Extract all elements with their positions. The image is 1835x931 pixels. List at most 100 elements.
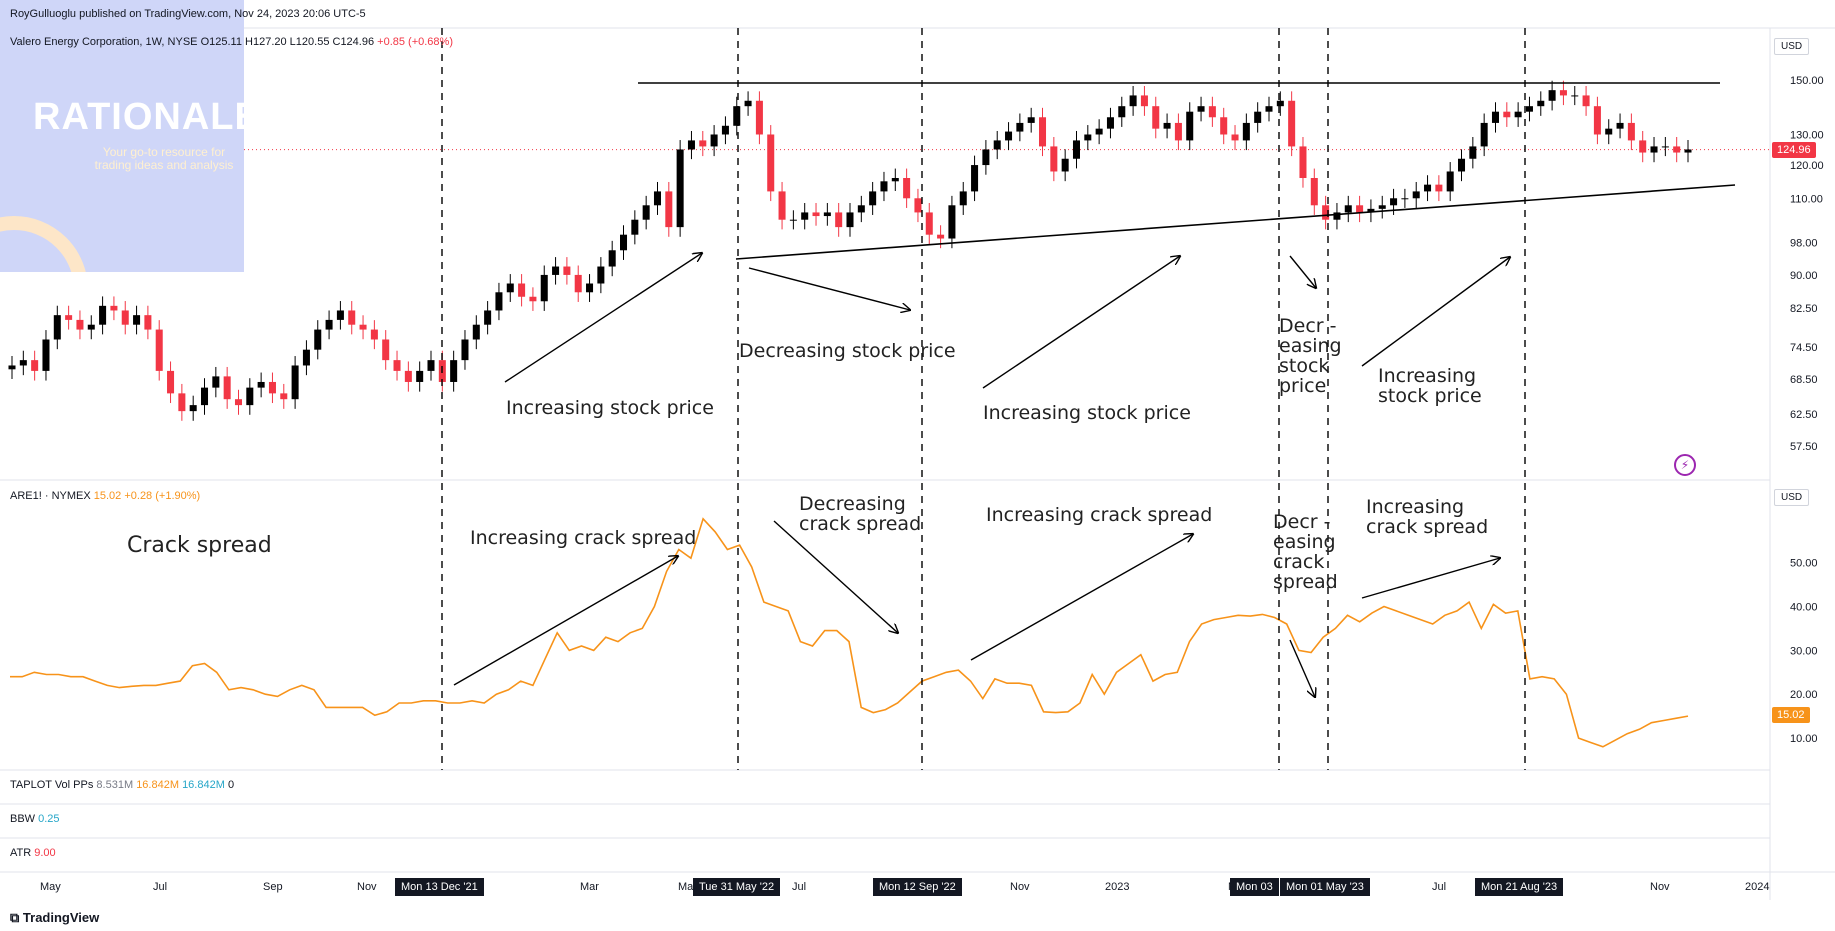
candle-body: [1593, 106, 1601, 135]
currency-button[interactable]: USD: [1774, 38, 1810, 55]
candle-body: [1491, 111, 1499, 123]
candle-body: [382, 339, 390, 361]
candle-body: [348, 310, 356, 325]
candle-body: [1299, 146, 1307, 179]
price-tick-label: 74.50: [1790, 342, 1818, 354]
candle-body: [1378, 205, 1386, 209]
candle-body: [87, 324, 95, 330]
date-marker: Mon 21 Aug '23: [1475, 878, 1564, 896]
candle-body: [1650, 146, 1658, 153]
candle-body: [1446, 171, 1454, 192]
candle-body: [1186, 111, 1194, 141]
candle-body: [1661, 146, 1669, 148]
candle-body: [699, 140, 707, 147]
candle-body: [1220, 117, 1228, 135]
taplot-v4: 0: [227, 779, 235, 791]
candle-body: [937, 234, 945, 239]
candle-body: [1390, 198, 1398, 206]
candle-body: [744, 100, 752, 107]
candle-body: [393, 360, 401, 371]
x-label: Sep: [263, 881, 283, 893]
candle-body: [721, 125, 729, 135]
candle-body: [99, 305, 107, 325]
currency-button-2[interactable]: USD: [1774, 489, 1810, 506]
candle-body: [1525, 106, 1533, 112]
candle-body: [1548, 90, 1556, 101]
atr-legend[interactable]: ATR 9.00: [10, 847, 56, 859]
candle-body: [574, 274, 582, 293]
candle-body: [1356, 205, 1364, 213]
candle-body: [1242, 122, 1250, 141]
candle-body: [19, 360, 27, 366]
brand-name: TradingView: [22, 910, 100, 925]
candle-body: [416, 370, 424, 382]
crack-tick-label: 40.00: [1790, 601, 1818, 613]
crack-tick-label: 10.00: [1790, 733, 1818, 745]
candle-body: [959, 191, 967, 206]
candle-body: [755, 100, 763, 135]
candle-body: [914, 198, 922, 213]
trend-arrow: [982, 256, 1180, 389]
x-label: 2024: [1745, 881, 1770, 893]
candle-body: [529, 296, 537, 302]
lightning-icon[interactable]: ⚡: [1674, 454, 1696, 476]
candle-body: [653, 191, 661, 206]
candle-body: [982, 149, 990, 166]
tradingview-logo[interactable]: ⧉ TradingView: [10, 910, 99, 926]
candle-body: [880, 181, 888, 192]
annotation-cdec2: Decr -easing crack spread: [1273, 511, 1338, 593]
candle-body: [903, 178, 911, 199]
price-tick-label: 62.50: [1790, 409, 1818, 421]
taplot-legend[interactable]: TAPLOT Vol PPs 8.531M 16.842M 16.842M 0: [10, 779, 234, 791]
rationale-overlay: RATIONALE Your go-to resource for tradin…: [0, 0, 244, 272]
candle-body: [110, 305, 118, 311]
candle-body: [1469, 146, 1477, 159]
candle-body: [789, 219, 797, 221]
candle-body: [1208, 106, 1216, 118]
candle-body: [359, 324, 367, 330]
candle-body: [144, 315, 152, 330]
candle-body: [1514, 111, 1522, 118]
candle-body: [1084, 134, 1092, 141]
candle-body: [891, 178, 899, 182]
candle-body: [280, 393, 288, 400]
candle-body: [1480, 122, 1488, 147]
symbol-name[interactable]: Valero Energy Corporation, 1W, NYSE: [10, 36, 198, 48]
x-label: Jul: [153, 881, 168, 893]
candle-body: [1322, 205, 1330, 220]
taplot-v3: 16.842M: [182, 779, 225, 791]
x-label: Ma: [678, 881, 694, 893]
date-marker: Mon 13 Dec '21: [395, 878, 484, 896]
x-label: May: [40, 881, 61, 893]
trend-arrow: [504, 253, 702, 383]
candle-body: [404, 370, 412, 382]
price-candles: [8, 80, 1692, 421]
candle-body: [676, 149, 684, 228]
trend-arrow: [1289, 255, 1316, 288]
candle-body: [1673, 146, 1681, 153]
candle-body: [31, 360, 39, 371]
candle-body: [1140, 95, 1148, 107]
symbol-line: Valero Energy Corporation, 1W, NYSE O125…: [10, 36, 453, 48]
x-label: Jul: [792, 881, 807, 893]
taplot-v2: 16.842M: [136, 779, 179, 791]
candle-body: [540, 274, 548, 302]
crack-change: +0.28 (+1.90%): [124, 490, 201, 502]
candle-body: [506, 283, 514, 293]
candle-body: [53, 315, 61, 340]
candle-body: [1627, 122, 1635, 141]
candle-body: [189, 405, 197, 412]
candle-body: [778, 191, 786, 220]
candle-body: [1231, 134, 1239, 141]
candle-body: [710, 134, 718, 147]
candle-body: [1537, 100, 1545, 107]
bbw-legend[interactable]: BBW 0.25: [10, 813, 60, 825]
annotation-dec1: Decreasing stock price: [739, 340, 956, 362]
candle-body: [1605, 128, 1613, 135]
overlay-title: RATIONALE: [33, 96, 244, 138]
candle-body: [212, 376, 220, 388]
candle-body: [1265, 106, 1273, 112]
annotation-cinc1: Increasing crack spread: [470, 527, 697, 549]
crack-legend[interactable]: ARE1! · NYMEX 15.02 +0.28 (+1.90%): [10, 490, 200, 502]
